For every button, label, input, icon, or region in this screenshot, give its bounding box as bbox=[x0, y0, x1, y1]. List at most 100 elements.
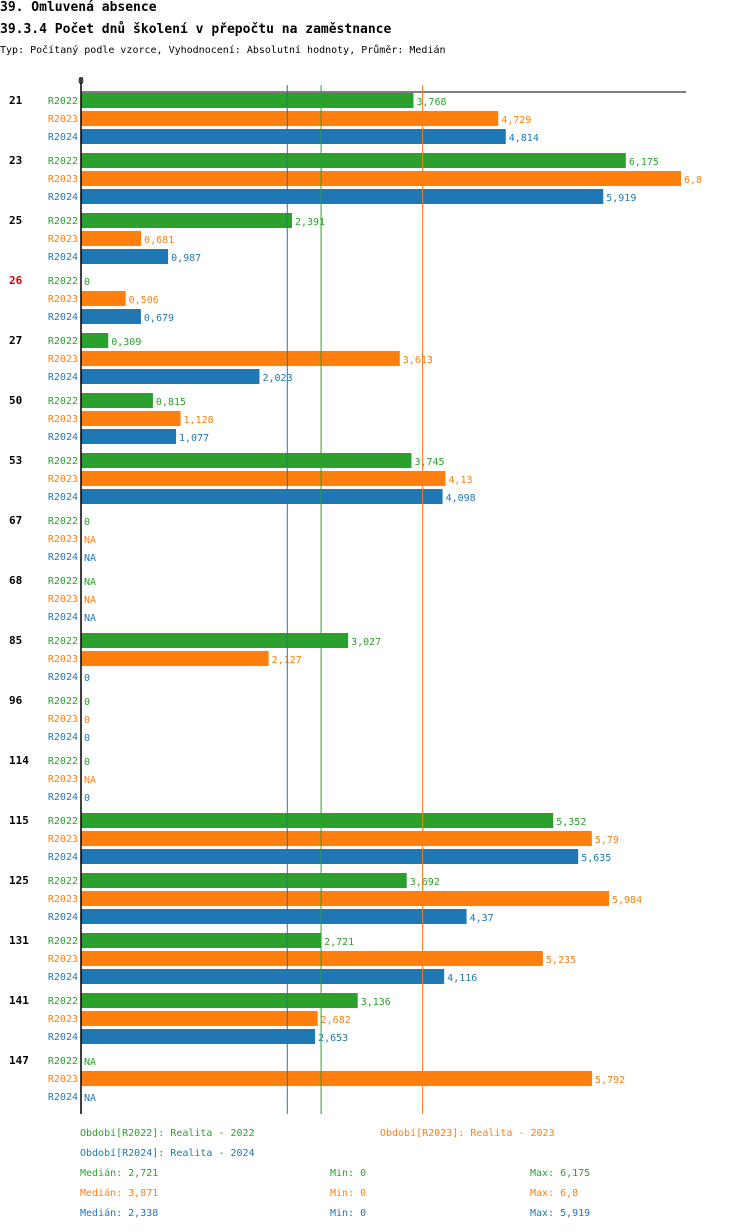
bar bbox=[81, 1071, 593, 1086]
series-label: R2022 bbox=[48, 696, 78, 707]
series-label: R2023 bbox=[48, 414, 78, 425]
category-label: 50 bbox=[9, 394, 22, 407]
bar bbox=[81, 951, 543, 966]
legend-min-2022: Min: 0 bbox=[330, 1168, 367, 1179]
bar bbox=[81, 351, 400, 366]
series-label: R2024 bbox=[48, 312, 78, 323]
category-label: 25 bbox=[9, 214, 22, 227]
series-label: R2024 bbox=[48, 492, 78, 503]
data-label: 0 bbox=[84, 793, 90, 804]
data-label: 3,768 bbox=[416, 97, 446, 108]
series-label: R2023 bbox=[48, 294, 78, 305]
data-label: 2,023 bbox=[263, 373, 293, 384]
data-label: NA bbox=[84, 613, 96, 624]
legend-median-2024: Medián: 2,338 bbox=[80, 1208, 159, 1219]
series-label: R2024 bbox=[48, 552, 78, 563]
data-label: 4,098 bbox=[446, 493, 476, 504]
bar bbox=[81, 933, 322, 948]
data-label: 3,027 bbox=[351, 637, 381, 648]
category-label: 27 bbox=[9, 334, 22, 347]
series-label: R2022 bbox=[48, 396, 78, 407]
category-label: 125 bbox=[9, 874, 29, 887]
bar bbox=[81, 333, 109, 348]
data-label: 0,815 bbox=[156, 397, 186, 408]
series-label: R2024 bbox=[48, 732, 78, 743]
data-label: 2,653 bbox=[318, 1033, 348, 1044]
series-label: R2024 bbox=[48, 432, 78, 443]
legend-min-2024: Min: 0 bbox=[330, 1208, 367, 1219]
bar bbox=[81, 489, 443, 504]
series-label: R2022 bbox=[48, 276, 78, 287]
data-label: 6,8 bbox=[684, 175, 702, 186]
series-label: R2022 bbox=[48, 636, 78, 647]
series-label: R2022 bbox=[48, 96, 78, 107]
series-label: R2023 bbox=[48, 474, 78, 485]
bar bbox=[81, 411, 181, 426]
legend-period-2024: Období[R2024]: Realita - 2024 bbox=[80, 1148, 255, 1159]
series-label: R2023 bbox=[48, 1014, 78, 1025]
data-label: 4,814 bbox=[509, 133, 539, 144]
bar bbox=[81, 909, 467, 924]
data-label: 0 bbox=[84, 673, 90, 684]
data-label: 0 bbox=[84, 517, 90, 528]
legend-median-2022: Medián: 2,721 bbox=[80, 1168, 159, 1179]
legend-max-2024: Max: 5,919 bbox=[530, 1208, 591, 1219]
series-label: R2024 bbox=[48, 1092, 78, 1103]
category-label: 131 bbox=[9, 934, 29, 947]
data-label: 0 bbox=[84, 715, 90, 726]
data-label: 4,37 bbox=[470, 913, 494, 924]
category-label: 141 bbox=[9, 994, 29, 1007]
data-label: 2,682 bbox=[321, 1015, 351, 1026]
series-label: R2022 bbox=[48, 456, 78, 467]
series-label: R2023 bbox=[48, 174, 78, 185]
bar bbox=[81, 249, 169, 264]
data-label: NA bbox=[84, 535, 96, 546]
category-label: 68 bbox=[9, 574, 22, 587]
bar bbox=[81, 129, 506, 144]
data-label: 0 bbox=[84, 277, 90, 288]
legend-max-2023: Max: 6,8 bbox=[530, 1188, 579, 1199]
bar bbox=[81, 651, 269, 666]
bar bbox=[81, 153, 626, 168]
data-label: NA bbox=[84, 1057, 96, 1068]
bar bbox=[81, 849, 579, 864]
category-label: 147 bbox=[9, 1054, 29, 1067]
bar bbox=[81, 873, 407, 888]
category-label: 85 bbox=[9, 634, 22, 647]
bar bbox=[81, 891, 609, 906]
series-label: R2024 bbox=[48, 1032, 78, 1043]
series-label: R2024 bbox=[48, 192, 78, 203]
category-label: 96 bbox=[9, 694, 23, 707]
series-label: R2023 bbox=[48, 894, 78, 905]
series-label: R2023 bbox=[48, 594, 78, 605]
bar bbox=[81, 429, 177, 444]
series-label: R2022 bbox=[48, 156, 78, 167]
bar bbox=[81, 1029, 316, 1044]
series-label: R2023 bbox=[48, 354, 78, 365]
series-label: R2022 bbox=[48, 876, 78, 887]
series-label: R2023 bbox=[48, 534, 78, 545]
series-label: R2024 bbox=[48, 792, 78, 803]
series-label: R2022 bbox=[48, 216, 78, 227]
data-label: 4,729 bbox=[501, 115, 531, 126]
data-label: 5,79 bbox=[595, 835, 619, 846]
legend-period-2022: Období[R2022]: Realita - 2022 bbox=[80, 1128, 255, 1139]
series-label: R2022 bbox=[48, 516, 78, 527]
data-label: 0 bbox=[84, 757, 90, 768]
data-label: 4,116 bbox=[447, 973, 477, 984]
series-label: R2023 bbox=[48, 114, 78, 125]
category-label: 114 bbox=[9, 754, 29, 767]
data-label: 1,128 bbox=[184, 415, 214, 426]
data-label: NA bbox=[84, 595, 96, 606]
bar bbox=[81, 471, 446, 486]
data-label: 0,309 bbox=[111, 337, 141, 348]
bar bbox=[81, 171, 681, 186]
series-label: R2023 bbox=[48, 954, 78, 965]
category-label: 23 bbox=[9, 154, 22, 167]
legend-max-2022: Max: 6,175 bbox=[530, 1168, 591, 1179]
data-label: 2,721 bbox=[324, 937, 354, 948]
data-label: 5,919 bbox=[606, 193, 636, 204]
data-label: 5,635 bbox=[581, 853, 611, 864]
data-label: 5,984 bbox=[612, 895, 642, 906]
data-label: 0,681 bbox=[144, 235, 174, 246]
